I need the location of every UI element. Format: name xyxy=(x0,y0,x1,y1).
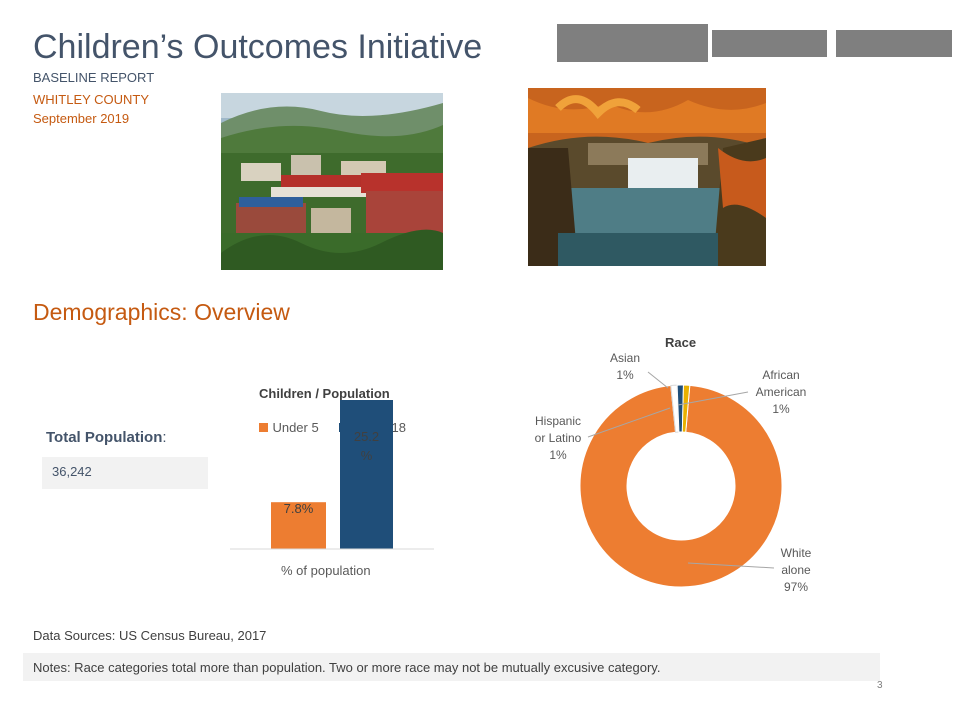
bar-under-18 xyxy=(340,400,393,549)
leader-white-alone xyxy=(687,562,775,569)
donut-label-hispanic-line2: or Latino xyxy=(534,431,582,445)
legend-swatch-under-5 xyxy=(259,423,268,432)
donut-label-white-alone-line1: White xyxy=(780,546,812,560)
waterfall-photo xyxy=(528,88,766,266)
notes-box xyxy=(23,653,880,681)
bar-chart xyxy=(230,400,434,550)
donut-chart xyxy=(579,384,783,588)
donut-label-hispanic-line1: Hispanic xyxy=(534,414,582,428)
donut-chart-title: Race xyxy=(665,335,697,350)
bar-chart-legend: Under 5 xyxy=(259,419,319,437)
header-bar-1 xyxy=(557,24,708,62)
donut-label-white-alone-line2: alone xyxy=(781,563,811,577)
notes-text: Notes: Race categories total more than p… xyxy=(33,660,661,675)
slice-african-american xyxy=(681,384,691,433)
legend-label-under-5: Under 5 xyxy=(272,420,319,435)
donut-label-white-alone: White alone 97% xyxy=(768,545,824,596)
bar-chart-xlabel: % of population xyxy=(281,563,371,578)
donut-label-hispanic-value: 1% xyxy=(549,448,567,462)
total-population-box xyxy=(42,457,208,489)
bar-label-under-18-unit: % xyxy=(360,448,373,463)
report-type: BASELINE REPORT xyxy=(33,70,155,85)
leader-african-american xyxy=(677,391,749,406)
donut-label-hispanic: Hispanic or Latino 1% xyxy=(526,413,590,464)
report-date: September 2019 xyxy=(33,111,130,126)
donut-label-african-american: African American 1% xyxy=(746,367,816,418)
bar-chart-title: Children / Population xyxy=(259,386,390,401)
page-number: 3 xyxy=(877,680,883,691)
total-population-label: Total Population: xyxy=(46,429,167,446)
donut-label-white-alone-value: 97% xyxy=(783,580,809,594)
leader-hispanic xyxy=(587,407,671,438)
town-photo xyxy=(221,93,443,270)
donut-label-asian-value: 1% xyxy=(616,368,634,382)
bar-label-under-18-value: 25.2 xyxy=(353,429,380,444)
bar-under-5 xyxy=(271,502,326,549)
header-bar-2 xyxy=(712,30,827,57)
county-name: WHITLEY COUNTY xyxy=(33,92,150,107)
slice-white-alone xyxy=(579,384,783,588)
header-bar-3 xyxy=(836,30,952,57)
total-population-value: 36,242 xyxy=(52,464,92,479)
donut-label-african-american-line1: African xyxy=(762,368,800,382)
donut-label-asian: Asian 1% xyxy=(597,350,653,384)
donut-label-african-american-value: 1% xyxy=(772,402,790,416)
data-sources: Data Sources: US Census Bureau, 2017 xyxy=(33,628,267,643)
leader-asian xyxy=(647,371,669,389)
donut-label-african-american-line2: American xyxy=(755,385,807,399)
section-title: Demographics: Overview xyxy=(33,299,290,325)
bar-label-under-18: 25.2 % xyxy=(340,427,393,465)
bar-label-under-5: 7.8% xyxy=(283,501,314,516)
page-title: Children’s Outcomes Initiative xyxy=(33,28,483,66)
donut-label-asian-name: Asian xyxy=(609,351,641,365)
